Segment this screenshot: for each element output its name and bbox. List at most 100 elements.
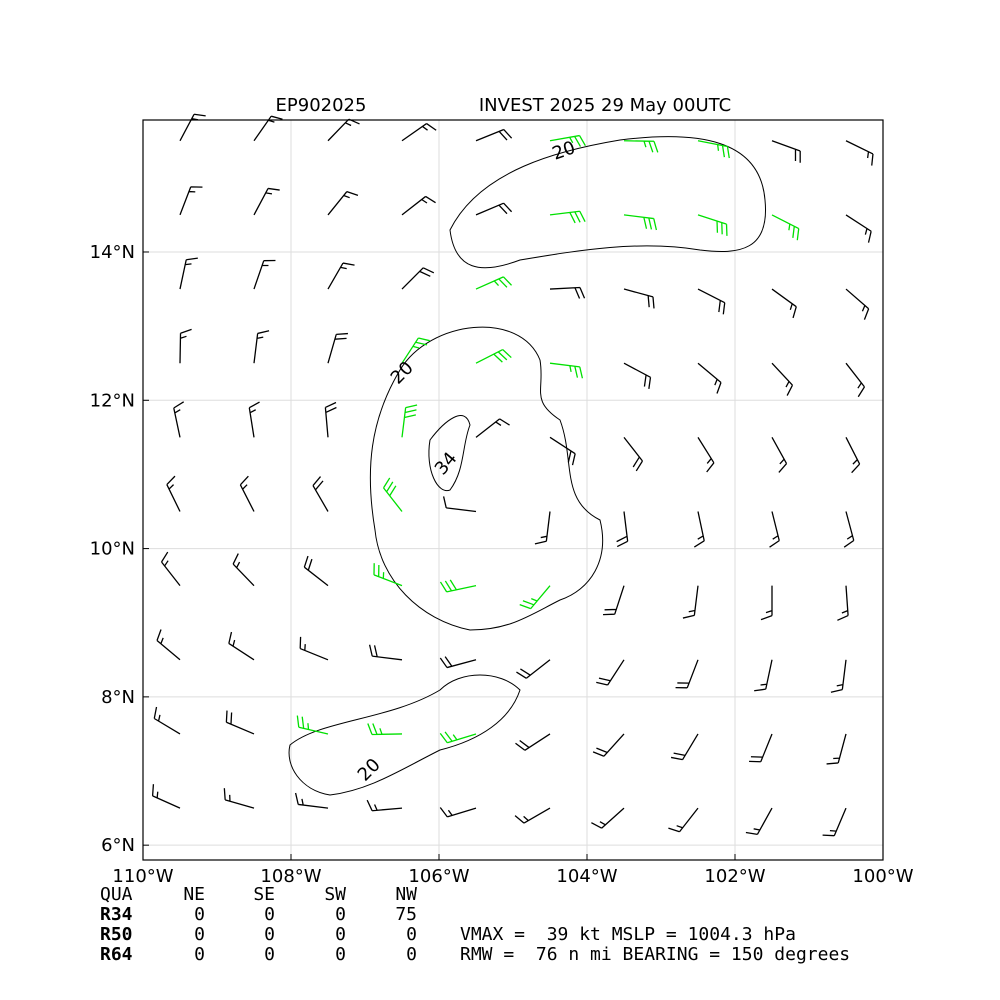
wind-barb xyxy=(253,187,280,216)
table-cell: 0 xyxy=(194,944,205,965)
wind-barb xyxy=(549,362,584,379)
x-tick-label: 108°W xyxy=(260,866,321,887)
table-header: NW xyxy=(395,884,417,905)
wind-barb xyxy=(519,585,551,610)
wind-barb xyxy=(592,733,625,757)
wind-barb xyxy=(771,437,788,473)
wind-barb xyxy=(327,262,355,290)
wind-barb xyxy=(623,214,658,231)
plot-frame xyxy=(142,119,884,861)
table-cell: 0 xyxy=(264,924,275,945)
wind-barb xyxy=(623,436,644,472)
wind-barb xyxy=(514,807,551,824)
wind-barb xyxy=(826,733,847,765)
wind-barb xyxy=(475,276,513,290)
wind-barb xyxy=(373,563,403,587)
table-cell: 0 xyxy=(194,924,205,945)
wind-barb xyxy=(151,784,181,809)
wind-barb xyxy=(439,807,477,818)
wind-barb xyxy=(179,186,203,216)
wind-barb xyxy=(475,418,510,438)
table-cell: 0 xyxy=(406,944,417,965)
wind-barb xyxy=(160,551,181,587)
wind-barb xyxy=(549,436,576,466)
wind-barb xyxy=(327,190,359,216)
wind-barb xyxy=(837,585,849,621)
wind-barb xyxy=(591,807,625,829)
table-cell: 0 xyxy=(335,924,346,945)
wind-barb xyxy=(697,140,730,159)
wind-barb xyxy=(225,710,255,735)
wind-barb xyxy=(294,792,329,809)
wind-barb xyxy=(830,659,847,693)
x-tick-label: 104°W xyxy=(556,866,617,887)
wind-barb xyxy=(675,659,699,689)
wind-barb xyxy=(475,202,513,216)
table-cell: 0 xyxy=(264,944,275,965)
x-tick-label: 100°W xyxy=(852,866,913,887)
wind-barb xyxy=(228,631,255,661)
wind-barb xyxy=(312,476,329,512)
wind-barb xyxy=(401,195,436,216)
wind-barb xyxy=(845,437,861,474)
wind-barb xyxy=(771,214,800,241)
wind-barb xyxy=(179,257,198,290)
wind-barb xyxy=(603,585,625,616)
wind-barb xyxy=(401,123,437,142)
wind-barb xyxy=(822,807,847,837)
title: INVEST 2025 29 May 00UTC xyxy=(479,95,731,116)
wind-barb xyxy=(223,788,255,809)
table-cell: 0 xyxy=(194,904,205,925)
wind-barb xyxy=(442,496,477,513)
wind-barb xyxy=(382,477,403,512)
wind-barb xyxy=(303,555,329,587)
wind-barb xyxy=(439,579,477,593)
table-header: SW xyxy=(324,884,346,905)
contour-34 xyxy=(428,415,471,492)
wind-barb xyxy=(248,401,260,438)
wind-barb xyxy=(769,511,780,548)
wind-barb xyxy=(771,362,794,396)
wind-barb xyxy=(771,140,801,163)
y-tick-label: 10°N xyxy=(90,539,135,560)
table-cell: 75 xyxy=(395,904,417,925)
wind-barb xyxy=(253,259,276,290)
contour-20 xyxy=(288,674,521,796)
wind-barb xyxy=(549,134,586,147)
wind-barb xyxy=(475,349,512,364)
table-header: SE xyxy=(253,884,275,905)
wind-barb xyxy=(401,267,435,290)
wind-barb xyxy=(179,328,192,364)
wind-barb xyxy=(516,659,551,679)
wind-barb xyxy=(845,214,872,243)
x-tick-label: 102°W xyxy=(704,866,765,887)
wind-barb xyxy=(439,656,477,669)
wind-barb xyxy=(153,706,181,735)
wind-barb xyxy=(549,210,586,224)
x-tick-label: 106°W xyxy=(408,866,469,887)
wind-barb xyxy=(845,288,870,320)
wind-barb xyxy=(623,140,659,153)
wind-barb xyxy=(697,214,728,236)
wind-barb xyxy=(596,659,625,686)
wind-barb xyxy=(156,629,181,661)
wind-barb xyxy=(239,475,255,512)
y-tick-label: 6°N xyxy=(101,835,135,856)
table-header: NE xyxy=(183,884,205,905)
wind-barb xyxy=(366,799,403,812)
wind-barb xyxy=(697,437,715,473)
summary-line: RMW = 76 n mi BEARING = 150 degrees xyxy=(460,944,850,965)
wind-barb xyxy=(253,330,270,364)
wind-barb xyxy=(668,807,699,833)
wind-barb xyxy=(401,404,418,438)
table-cell: R50 xyxy=(100,924,133,945)
wind-barb xyxy=(623,288,655,309)
wind-barb xyxy=(616,511,629,548)
wind-barb xyxy=(324,401,337,438)
wind-barb xyxy=(367,723,403,736)
y-tick-label: 12°N xyxy=(90,390,135,411)
summary-line: VMAX = 39 kt MSLP = 1004.3 hPa xyxy=(460,924,796,945)
wind-barb xyxy=(749,733,773,763)
wind-barb xyxy=(623,362,652,389)
